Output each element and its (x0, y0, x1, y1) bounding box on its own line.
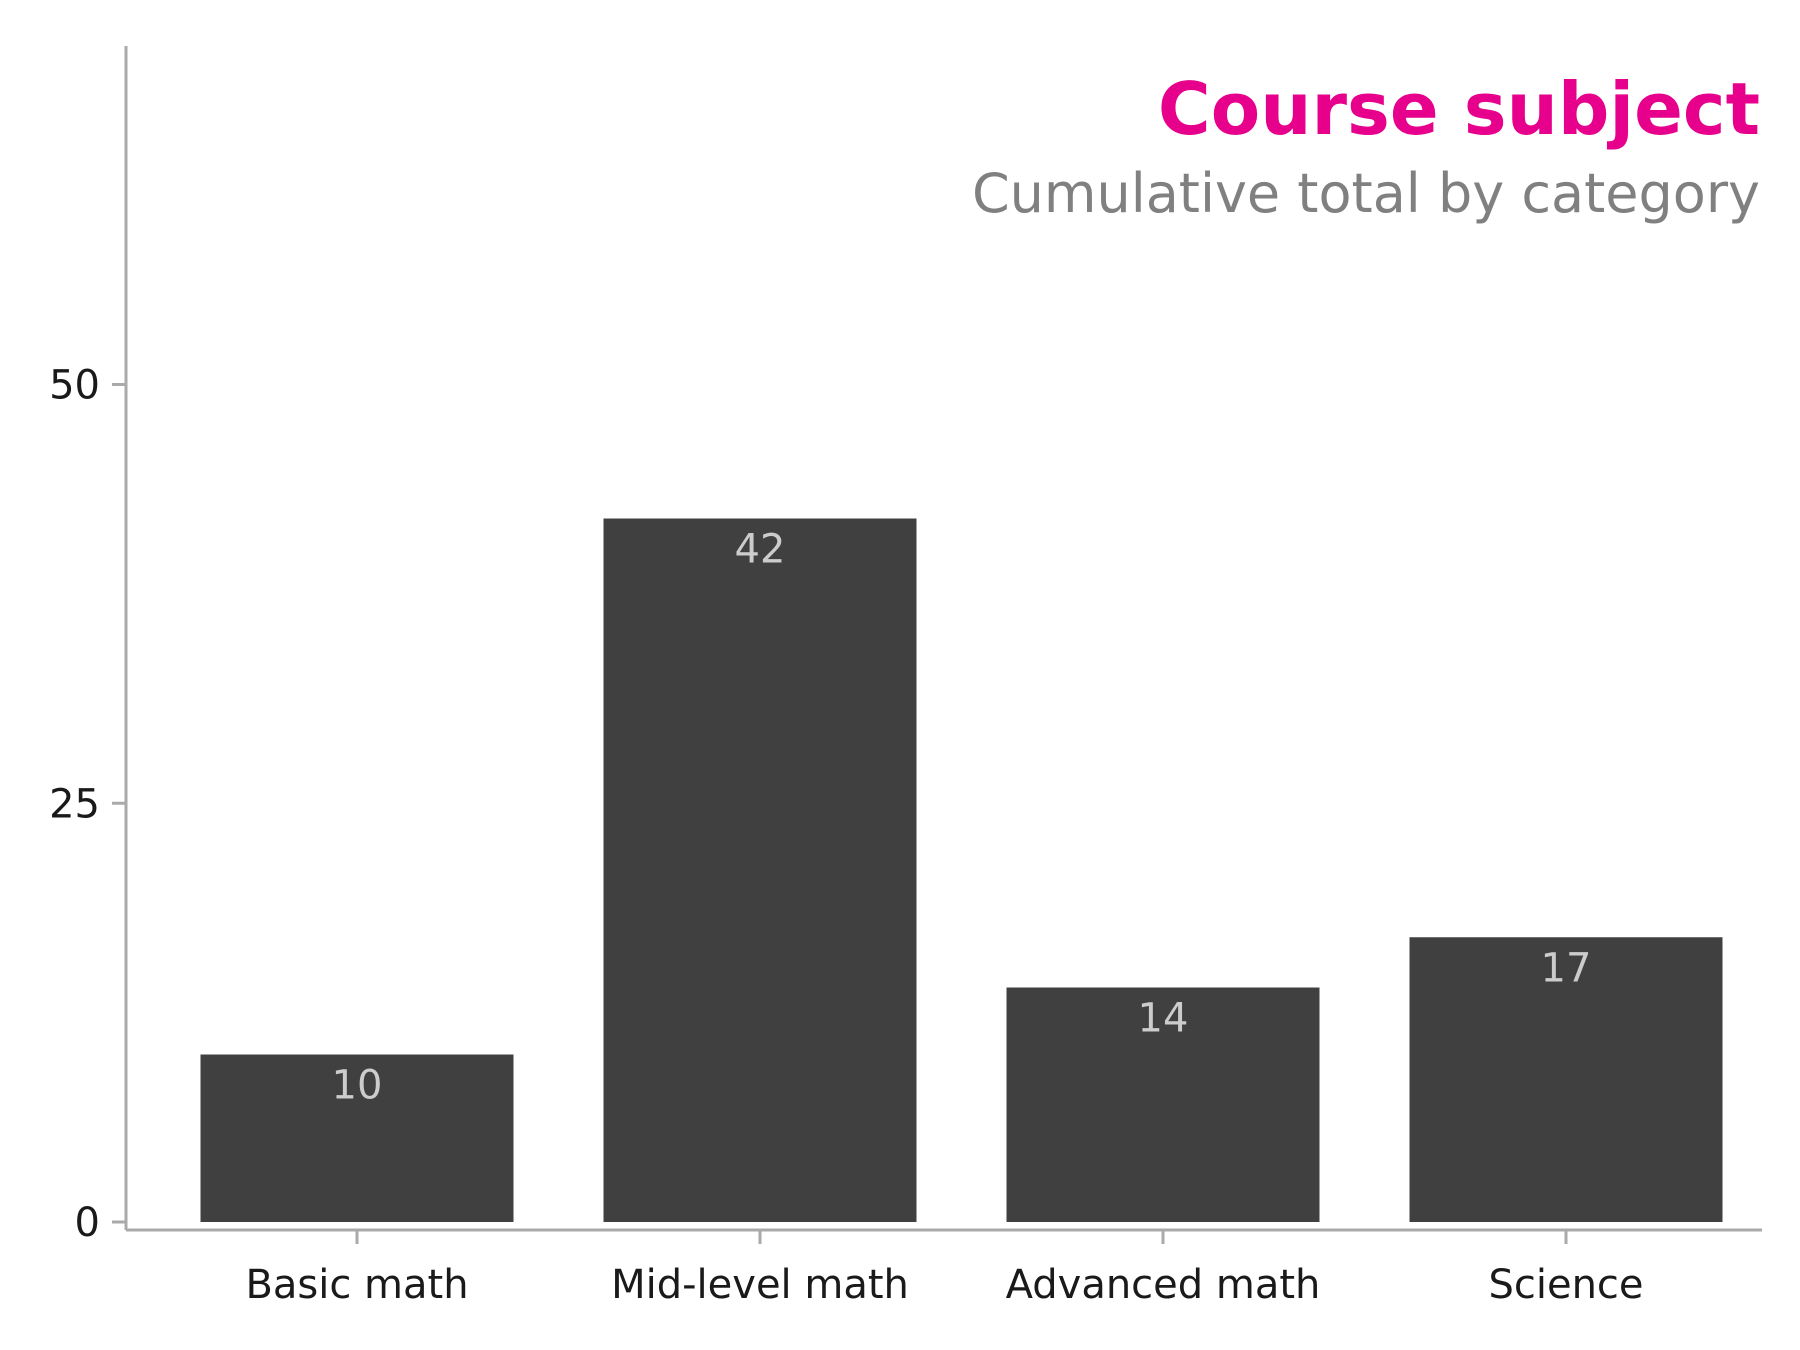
chart-subtitle: Cumulative total by category (972, 162, 1760, 225)
y-tick-label: 50 (49, 363, 100, 409)
bar (1409, 937, 1723, 1222)
bar-value-label: 10 (332, 1063, 383, 1109)
x-tick-label: Basic math (245, 1262, 468, 1308)
bars-group (200, 518, 1723, 1222)
y-ticks-group: 0 25 50 (49, 363, 126, 1246)
bar-value-label: 17 (1541, 945, 1592, 991)
x-tick-label: Science (1488, 1262, 1643, 1308)
y-tick-label: 25 (49, 781, 100, 827)
x-ticks-group: Basic math Mid-level math Advanced math Sci… (245, 1230, 1644, 1308)
bar-value-label: 42 (735, 527, 786, 573)
bar (603, 518, 917, 1222)
y-tick-label: 0 (75, 1200, 100, 1246)
chart-title: Course subject (1158, 67, 1760, 151)
bar (1006, 987, 1320, 1222)
x-tick-label: Mid-level math (611, 1262, 909, 1308)
x-tick-label: Advanced math (1006, 1262, 1321, 1308)
data-labels-group: 10 42 14 17 (332, 527, 1592, 1109)
bar-value-label: 14 (1138, 996, 1189, 1042)
bar (200, 1054, 514, 1222)
